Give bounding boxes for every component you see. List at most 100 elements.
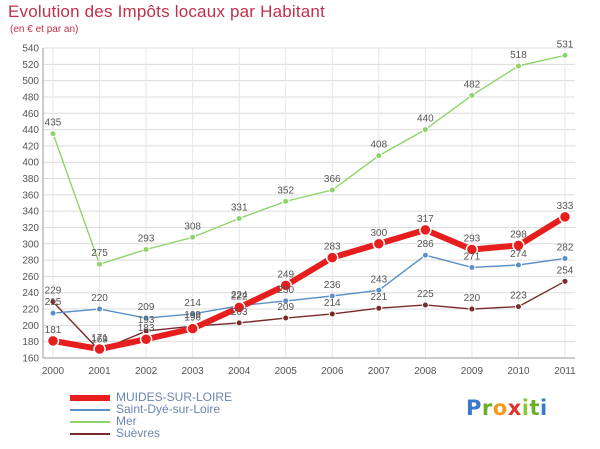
x-tick-label: 2003: [182, 366, 205, 377]
data-point-suevres: [282, 314, 290, 322]
data-point-suevres: [514, 303, 522, 311]
legend-swatch-mer: [70, 421, 110, 423]
data-point-mer: [328, 186, 336, 194]
data-point-suevres: [468, 305, 476, 313]
x-tick-label: 2005: [275, 366, 298, 377]
data-label-saint-dye: 215: [45, 297, 62, 308]
data-point-muides: [558, 210, 572, 224]
x-tick-label: 2006: [321, 366, 344, 377]
data-label-muides: 333: [557, 201, 574, 212]
data-label-suevres: 209: [277, 302, 294, 313]
data-label-suevres: 193: [138, 315, 155, 326]
legend-label-mer: Mer: [116, 414, 137, 428]
data-point-muides: [326, 251, 339, 264]
data-point-muides: [512, 239, 525, 252]
data-label-mer: 440: [417, 114, 434, 125]
data-label-muides: 171: [91, 333, 108, 344]
y-tick-label: 460: [22, 109, 39, 120]
data-point-muides: [372, 237, 386, 251]
data-point-muides: [93, 342, 106, 356]
legend-label-suevres: Suèvres: [116, 426, 161, 440]
data-point-muides: [279, 279, 292, 292]
data-point-saint-dye: [189, 310, 197, 318]
logo-letter: x: [507, 396, 522, 420]
chart-subtitle: (en € et par an): [10, 24, 79, 35]
data-point-saint-dye: [49, 309, 57, 317]
data-label-saint-dye: 282: [557, 242, 574, 253]
y-tick-label: 260: [22, 272, 39, 283]
x-tick-label: 2009: [461, 366, 484, 377]
y-tick-label: 300: [22, 239, 39, 250]
data-label-saint-dye: 271: [464, 251, 481, 262]
data-label-suevres: 254: [557, 265, 574, 276]
data-point-suevres: [328, 310, 336, 318]
data-label-suevres: 220: [464, 293, 481, 304]
logo-letter: i: [521, 396, 530, 420]
x-tick-label: 2008: [414, 366, 437, 377]
logo-letter: o: [492, 396, 508, 420]
y-tick-label: 280: [22, 256, 39, 267]
data-label-suevres: 223: [510, 291, 527, 302]
y-tick-label: 480: [22, 92, 39, 103]
series-line-muides: [50, 213, 568, 353]
data-label-mer: 352: [277, 185, 294, 196]
data-label-muides: 300: [370, 228, 387, 239]
data-label-mer: 366: [324, 174, 341, 185]
y-tick-label: 240: [22, 288, 39, 299]
y-tick-label: 520: [22, 60, 39, 71]
data-label-muides: 283: [324, 242, 341, 253]
logo-letter: r: [481, 396, 493, 420]
data-label-suevres: 169: [91, 335, 108, 346]
data-point-suevres: [235, 319, 243, 327]
series-line-mer: [52, 54, 566, 265]
data-label-saint-dye: 209: [138, 302, 155, 313]
data-point-saint-dye: [514, 261, 522, 269]
y-tick-label: 380: [22, 174, 39, 185]
data-label-suevres: 214: [324, 298, 341, 309]
data-point-suevres: [375, 304, 383, 312]
data-point-muides: [139, 332, 153, 346]
data-label-muides: 317: [417, 214, 434, 225]
y-tick-label: 400: [22, 158, 39, 169]
data-point-muides: [46, 334, 60, 348]
y-tick-label: 220: [22, 305, 39, 316]
y-tick-label: 360: [22, 190, 39, 201]
data-label-suevres: 225: [417, 289, 434, 300]
data-point-mer: [514, 62, 522, 70]
data-label-suevres: 203: [231, 307, 248, 318]
data-label-saint-dye: 286: [417, 239, 434, 250]
legend-swatch-suevres: [70, 433, 110, 435]
data-label-muides: 196: [184, 313, 201, 324]
x-tick-label: 2001: [88, 366, 111, 377]
logo-letter: i: [540, 396, 548, 420]
data-point-saint-dye: [328, 292, 336, 300]
data-label-suevres: 229: [45, 286, 62, 297]
data-label-mer: 531: [557, 39, 574, 50]
series-line-saint-dye: [52, 254, 566, 319]
x-tick-label: 2011: [554, 366, 576, 377]
legend-swatch-muides: [70, 395, 110, 401]
data-point-suevres: [49, 298, 57, 306]
data-point-saint-dye: [96, 305, 104, 313]
data-label-saint-dye: 274: [510, 249, 527, 260]
data-point-mer: [235, 215, 243, 222]
data-point-saint-dye: [282, 297, 290, 305]
data-label-mer: 293: [138, 234, 155, 245]
data-point-mer: [282, 197, 290, 205]
data-point-suevres: [421, 301, 429, 309]
data-point-mer: [49, 130, 57, 138]
data-point-suevres: [561, 277, 569, 285]
legend-label-saint-dye: Saint-Dyé-sur-Loire: [116, 402, 221, 416]
data-point-mer: [468, 91, 476, 99]
x-tick-label: 2010: [507, 366, 530, 377]
data-label-muides: 222: [231, 291, 248, 302]
data-point-saint-dye: [142, 314, 150, 322]
data-point-saint-dye: [468, 263, 476, 271]
data-label-muides: 249: [277, 269, 294, 280]
data-label-mer: 331: [231, 203, 248, 214]
data-label-mer: 435: [45, 118, 62, 129]
data-label-saint-dye: 214: [184, 298, 201, 309]
y-tick-label: 500: [22, 76, 39, 87]
data-point-saint-dye: [421, 251, 429, 259]
y-tick-label: 540: [22, 44, 39, 55]
